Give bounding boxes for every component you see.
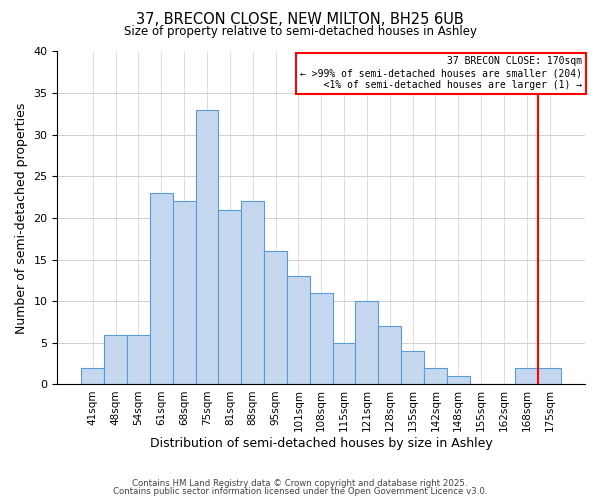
Bar bbox=[196, 110, 218, 384]
Bar bbox=[127, 334, 150, 384]
Text: 37 BRECON CLOSE: 170sqm
← >99% of semi-detached houses are smaller (204)
   <1% : 37 BRECON CLOSE: 170sqm ← >99% of semi-d… bbox=[301, 56, 583, 90]
Bar bbox=[287, 276, 310, 384]
Bar bbox=[82, 368, 104, 384]
Bar bbox=[310, 293, 332, 384]
X-axis label: Distribution of semi-detached houses by size in Ashley: Distribution of semi-detached houses by … bbox=[150, 437, 493, 450]
Bar bbox=[424, 368, 447, 384]
Y-axis label: Number of semi-detached properties: Number of semi-detached properties bbox=[15, 102, 28, 334]
Text: Contains HM Land Registry data © Crown copyright and database right 2025.: Contains HM Land Registry data © Crown c… bbox=[132, 478, 468, 488]
Bar bbox=[355, 301, 379, 384]
Bar bbox=[515, 368, 538, 384]
Bar bbox=[401, 351, 424, 384]
Bar bbox=[218, 210, 241, 384]
Bar bbox=[150, 193, 173, 384]
Text: 37, BRECON CLOSE, NEW MILTON, BH25 6UB: 37, BRECON CLOSE, NEW MILTON, BH25 6UB bbox=[136, 12, 464, 28]
Bar bbox=[264, 252, 287, 384]
Bar bbox=[173, 202, 196, 384]
Bar bbox=[332, 343, 355, 384]
Text: Size of property relative to semi-detached houses in Ashley: Size of property relative to semi-detach… bbox=[124, 25, 476, 38]
Bar bbox=[538, 368, 561, 384]
Bar bbox=[447, 376, 470, 384]
Bar bbox=[241, 202, 264, 384]
Bar bbox=[379, 326, 401, 384]
Bar bbox=[104, 334, 127, 384]
Text: Contains public sector information licensed under the Open Government Licence v3: Contains public sector information licen… bbox=[113, 487, 487, 496]
